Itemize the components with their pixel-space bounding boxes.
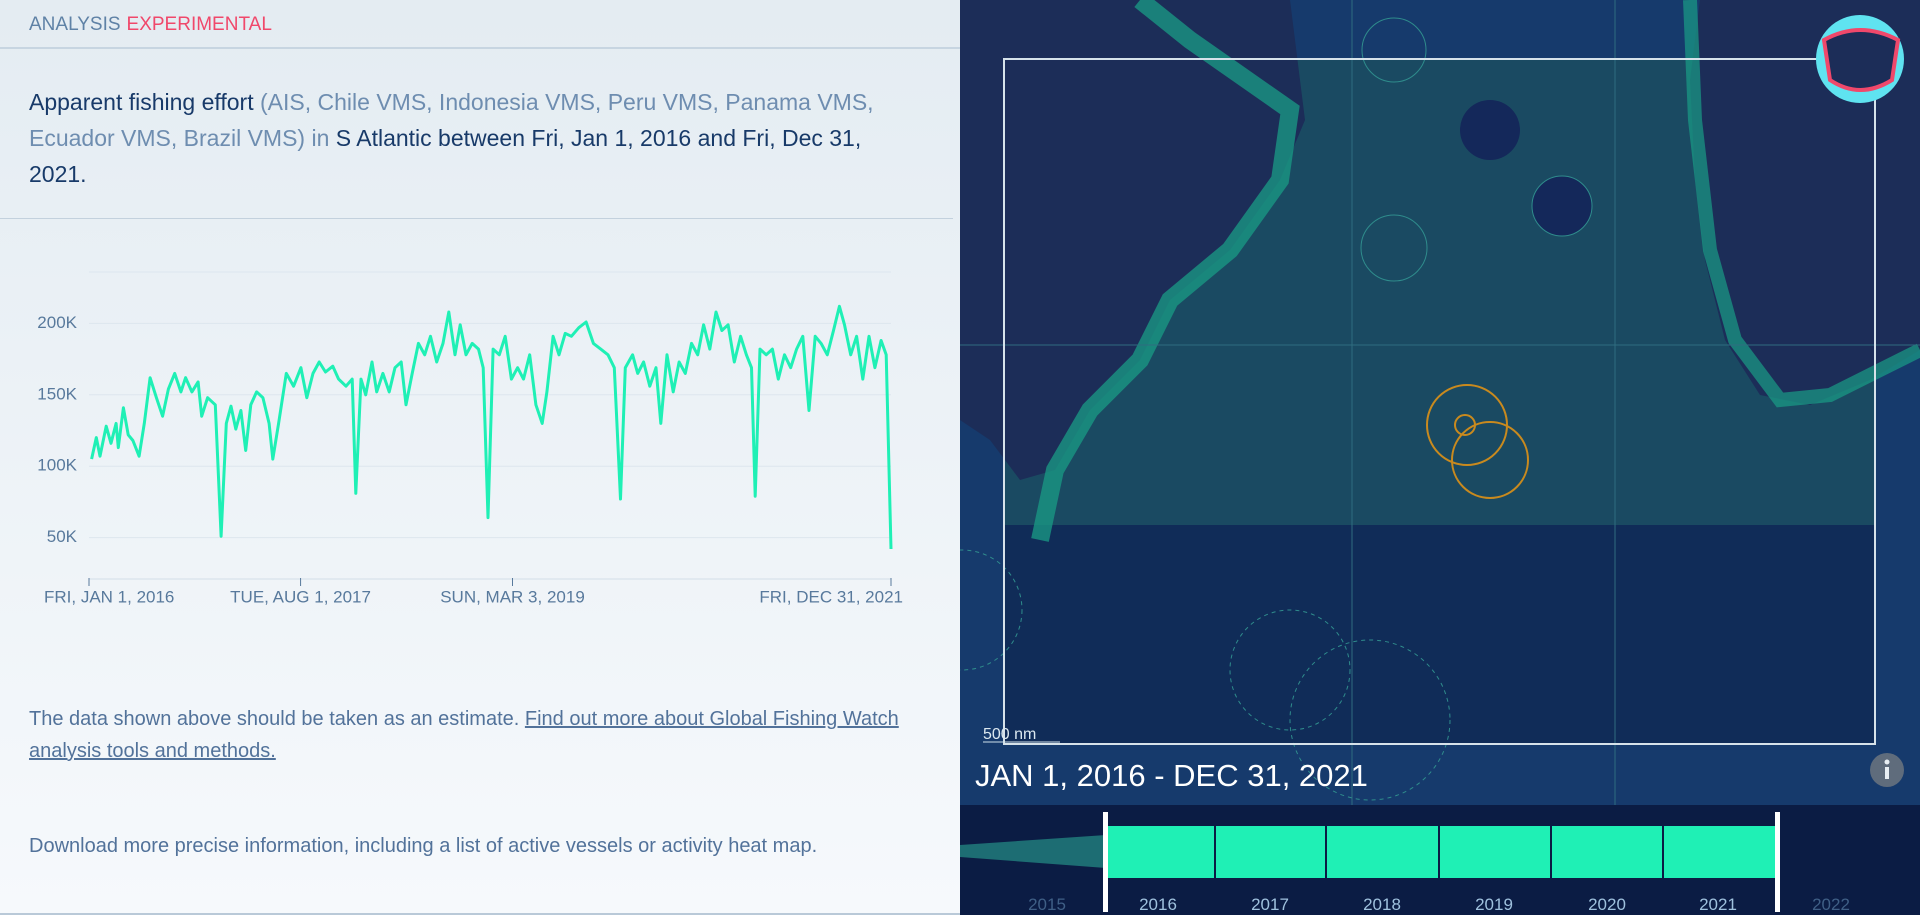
analysis-label: ANALYSIS [29,14,121,35]
low-effort-area [1004,525,1875,744]
coastal-effort [1683,0,1920,408]
y-tick-label: 150K [37,384,77,403]
map: 500 nm JAN 1, 2016 - DEC 31, 2021 2015 20… [960,0,1920,915]
y-tick-label: 50K [47,527,78,546]
x-tick-label: FRI, JAN 1, 2016 [44,587,174,606]
connector: in [311,125,330,151]
notes: The data shown above should be taken as … [29,703,909,767]
selection-box[interactable] [1003,58,1876,745]
area-dates: S Atlantic between Fri, Jan 1, 2016 and … [29,125,862,187]
eez-outline [1361,17,1427,83]
eez-island [1531,175,1593,237]
x-tick-label: FRI, DEC 31, 2021 [759,587,903,606]
x-tick-label: SUN, MAR 3, 2019 [440,587,585,606]
info-stem [1885,767,1889,779]
rfmo-outline [960,549,1023,671]
timebar-year: 2016 [1139,895,1177,914]
timebar-year: 2018 [1363,895,1401,914]
timebar-handle[interactable] [1775,812,1780,912]
download-text: Download more precise information, inclu… [29,835,818,857]
timebar-year: 2015 [1028,895,1066,914]
timebar-year: 2020 [1588,895,1626,914]
disclaimer: The data shown above should be taken as … [29,708,520,730]
timebar-year: 2019 [1475,895,1513,914]
metric: Apparent fishing effort [29,89,254,115]
info-button[interactable] [1870,753,1904,787]
info-dot [1884,759,1890,765]
summary: Apparent fishing effort (AIS, Chile VMS,… [29,84,899,192]
panel-header: ANALYSIS EXPERIMENTAL [0,0,960,49]
analysis-panel: ANALYSIS EXPERIMENTAL Apparent fishing ef… [0,0,960,915]
methods-link[interactable]: Find out more about Global Fishing Watch… [29,708,899,762]
eez-island [1460,100,1520,160]
eez-outline [1360,214,1428,282]
divider [0,218,953,219]
date-range: JAN 1, 2016 - DEC 31, 2021 [975,758,1368,793]
scale-label: 500 nm [983,726,1036,743]
y-tick-label: 100K [37,456,77,475]
chart: 50K 100K 150K 200K FRI, JAN 1, 2016 TUE, AUG … [37,271,903,606]
y-tick-label: 200K [37,313,77,332]
timebar-pre [960,835,1106,868]
timebar-activity [1106,826,1777,878]
timebar-year: 2021 [1699,895,1737,914]
sources: (AIS, Chile VMS, Indonesia VMS, Peru VMS… [29,89,874,151]
rfmo-outline [1289,639,1451,801]
coastal-effort [1031,0,1300,542]
minimap-viewport [1821,28,1901,92]
south-america [960,0,1305,480]
timebar-handle[interactable] [1103,812,1108,912]
mpa-outline [1451,421,1529,499]
rfmo-outline [1229,609,1351,731]
effort-line [90,304,893,550]
mpa-outline [1454,414,1476,436]
timebar-year: 2017 [1251,895,1289,914]
x-tick-label: TUE, AUG 1, 2017 [230,587,371,606]
timebar-year: 2022 [1812,895,1850,914]
experimental-badge: EXPERIMENTAL [126,14,272,35]
